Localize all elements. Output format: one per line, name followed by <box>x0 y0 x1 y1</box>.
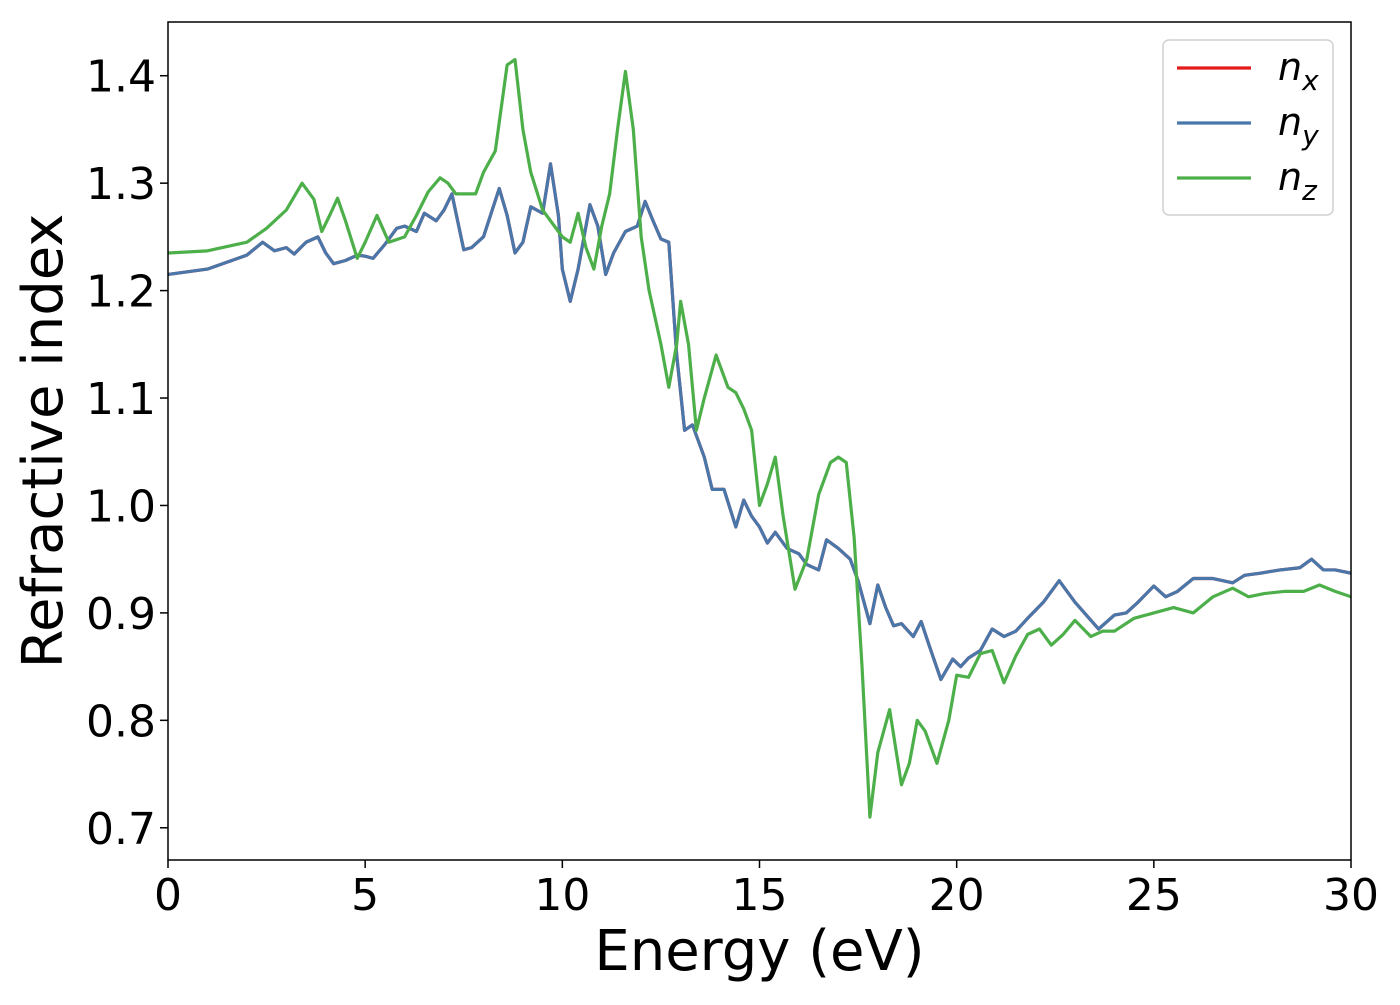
y-tick-label: 0.8 <box>86 696 156 747</box>
y-tick-label: 0.9 <box>86 589 156 640</box>
legend-label-z: nz <box>1278 155 1318 207</box>
y-tick-label: 1.3 <box>86 159 156 210</box>
x-tick-label: 5 <box>351 870 379 921</box>
y-axis-title: Refractive index <box>11 214 76 669</box>
plot-area-frame <box>167 21 1352 861</box>
series-line-z <box>168 58 1351 819</box>
series-line-y <box>168 162 1351 682</box>
y-tick-label: 1.4 <box>86 52 156 103</box>
x-tick-label: 30 <box>1323 870 1379 921</box>
x-axis-title: Energy (eV) <box>594 919 924 984</box>
y-tick-label: 1.0 <box>86 481 156 532</box>
legend-label-x: nx <box>1278 45 1319 97</box>
x-tick-label: 0 <box>154 870 182 921</box>
y-tick-label: 1.2 <box>86 267 156 318</box>
x-tick-label: 10 <box>534 870 590 921</box>
y-tick-label: 0.7 <box>86 804 156 855</box>
y-tick-label: 1.1 <box>86 374 156 425</box>
x-tick-label: 25 <box>1126 870 1182 921</box>
x-tick-label: 20 <box>929 870 985 921</box>
series-line-x <box>168 162 1351 682</box>
legend-label-y: ny <box>1278 100 1319 152</box>
x-tick-label: 15 <box>732 870 788 921</box>
legend-box <box>1162 39 1334 216</box>
